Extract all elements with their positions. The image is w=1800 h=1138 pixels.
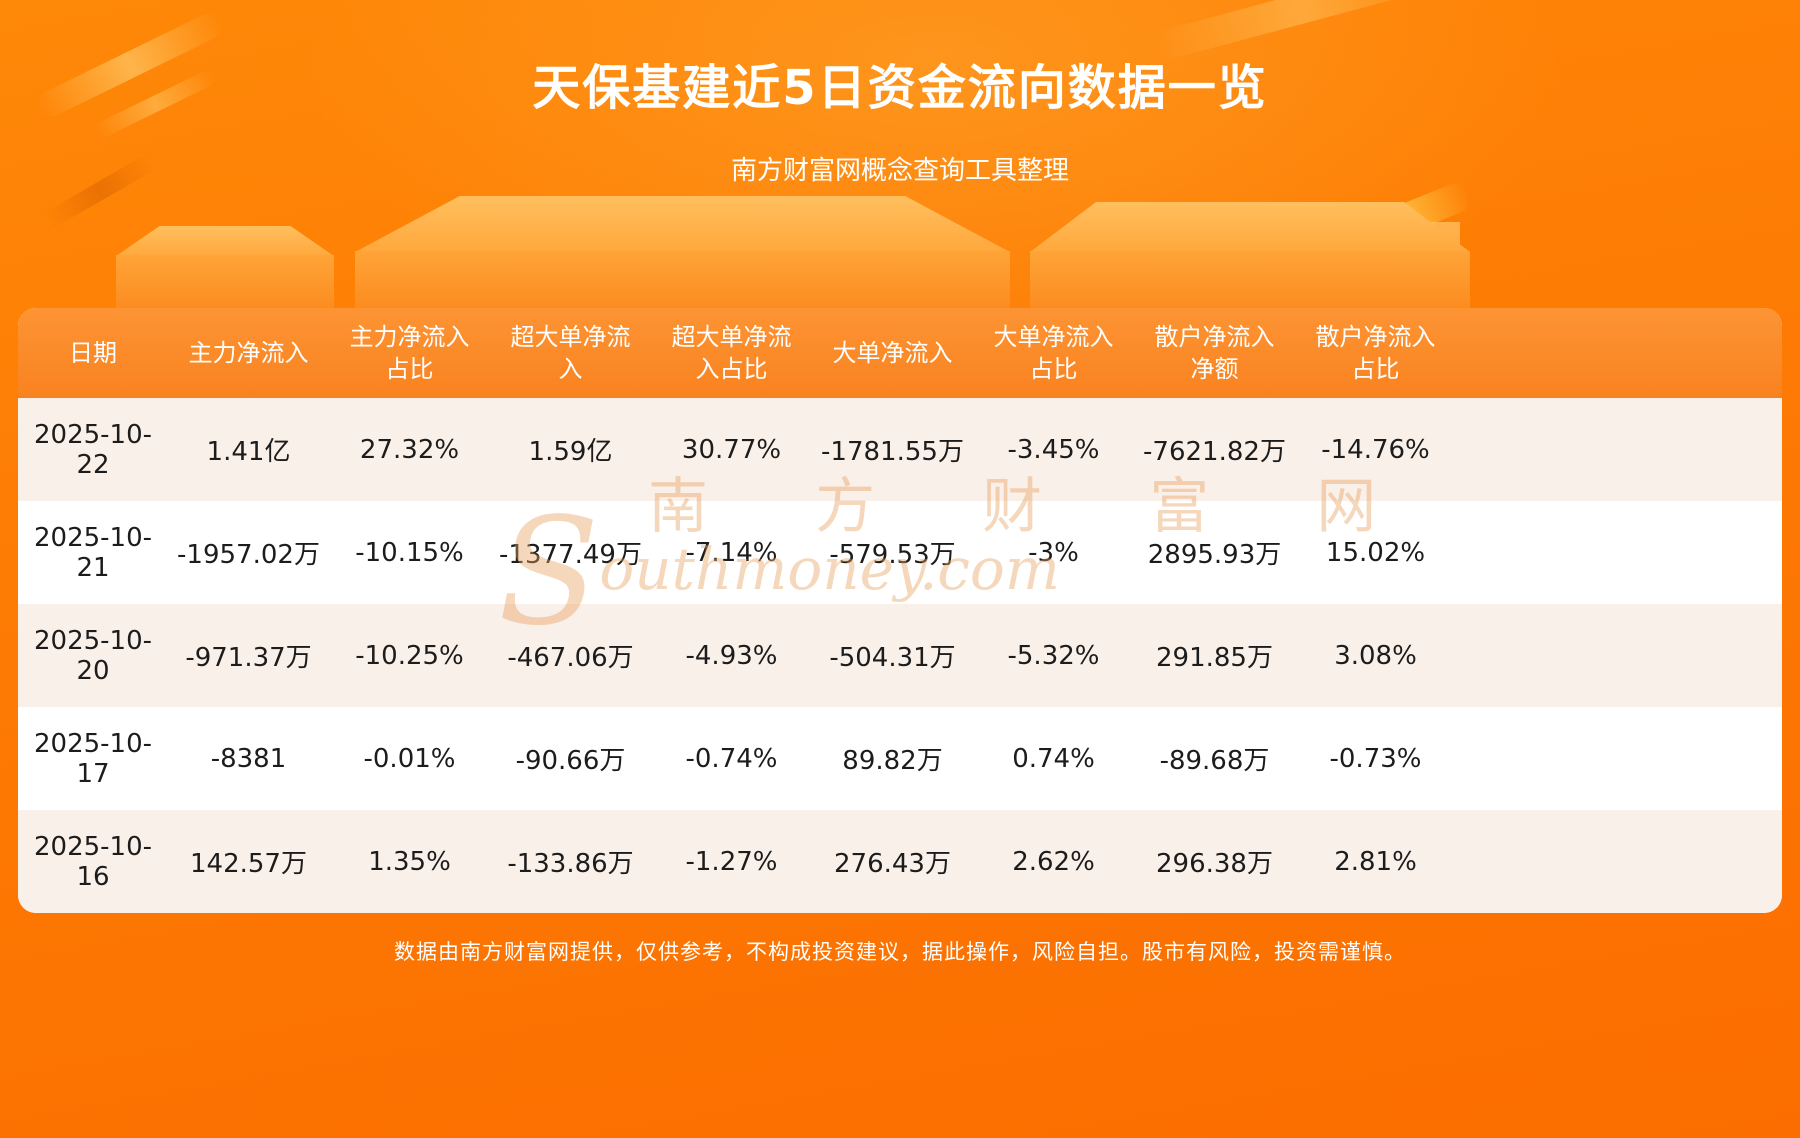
- table-cell: 1.41亿: [206, 437, 291, 467]
- podium-box-decoration: [1235, 222, 1460, 314]
- table-cell: 1.35%: [368, 846, 451, 877]
- table-cell: -504.31万: [829, 643, 956, 673]
- table-cell: 27.32%: [359, 434, 460, 465]
- podium-box-decoration: [1030, 202, 1470, 252]
- table-row: 2025-10-17 -8381 -0.01% -90.66万 -0.74% 89.82万…: [18, 707, 1782, 810]
- podium-box-decoration: [116, 255, 334, 313]
- table-cell: -5.32%: [1007, 640, 1100, 671]
- table-row: 2025-10-22 1.41亿 27.32% 1.59亿 30.77% -1781.55…: [18, 398, 1782, 501]
- header-cell: 大单净流入: [832, 338, 953, 367]
- table-cell: 2025-10-17: [33, 728, 152, 789]
- table-cell: 2.81%: [1334, 846, 1417, 877]
- footer-disclaimer: 数据由南方财富网提供，仅供参考，不构成投资建议，据此操作，风险自担。股市有风险，…: [394, 940, 1406, 964]
- table-cell: -1957.02万: [177, 540, 320, 570]
- table-cell: -971.37万: [185, 643, 312, 673]
- table-cell: 30.77%: [681, 434, 782, 465]
- header-cell: 散户净流入净额: [1154, 322, 1275, 383]
- table-header-row: 日期 主力净流入 主力净流入占比 超大单净流入 超大单净流入占比 大单净流入 大单净流入占比…: [18, 308, 1782, 398]
- table-cell: 2895.93万: [1147, 540, 1282, 570]
- table-cell: -1377.49万: [499, 540, 642, 570]
- table-cell: -1781.55万: [821, 437, 964, 467]
- table-cell: -579.53万: [829, 540, 956, 570]
- table-cell: 296.38万: [1156, 849, 1273, 879]
- page-subtitle: 南方财富网概念查询工具整理: [730, 156, 1069, 186]
- table-cell: -467.06万: [507, 643, 634, 673]
- podium-box-decoration: [355, 196, 1010, 252]
- page-title: 天保基建近5日资金流向数据一览: [532, 60, 1268, 116]
- table-cell: -7621.82万: [1143, 437, 1286, 467]
- light-streak-decoration: [1295, 179, 1475, 275]
- table-cell: -3.45%: [1007, 434, 1100, 465]
- table-cell: 2025-10-20: [33, 625, 152, 686]
- table-cell: 3.08%: [1334, 640, 1417, 671]
- table-cell: 0.74%: [1012, 743, 1095, 774]
- table-cell: 15.02%: [1325, 537, 1426, 568]
- header-cell: 日期: [69, 338, 117, 367]
- table-cell: -8381: [210, 743, 287, 774]
- podium-box-decoration: [355, 251, 1010, 313]
- table-cell: -10.15%: [355, 537, 464, 568]
- table-cell: 276.43万: [834, 849, 951, 879]
- header-cell: 超大单净流入: [510, 322, 631, 383]
- table-cell: -0.74%: [685, 743, 778, 774]
- header-cell: 主力净流入: [188, 338, 309, 367]
- table-body: 2025-10-22 1.41亿 27.32% 1.59亿 30.77% -1781.55…: [18, 398, 1782, 913]
- header-cell: 主力净流入占比: [349, 322, 470, 383]
- podium-box-decoration: [116, 226, 334, 256]
- table-cell: -133.86万: [507, 849, 634, 879]
- table-row: 2025-10-20 -971.37万 -10.25% -467.06万 -4.93% -…: [18, 604, 1782, 707]
- table-cell: -3%: [1028, 537, 1079, 568]
- table-cell: -0.01%: [363, 743, 456, 774]
- table-cell: -10.25%: [355, 640, 464, 671]
- table-cell: 2025-10-22: [33, 419, 152, 480]
- table-cell: 2025-10-16: [33, 831, 152, 892]
- table-cell: -14.76%: [1321, 434, 1430, 465]
- table-cell: 2025-10-21: [33, 522, 152, 583]
- table-cell: -90.66万: [515, 746, 626, 776]
- table-cell: -0.73%: [1329, 743, 1422, 774]
- table-cell: -1.27%: [685, 846, 778, 877]
- table-row: 2025-10-21 -1957.02万 -10.15% -1377.49万 -7.14…: [18, 501, 1782, 604]
- header-cell: 大单净流入占比: [993, 322, 1114, 383]
- table-cell: 291.85万: [1156, 643, 1273, 673]
- fund-flow-table: 日期 主力净流入 主力净流入占比 超大单净流入 超大单净流入占比 大单净流入 大单净流入占比…: [18, 308, 1782, 913]
- table-cell: -4.93%: [685, 640, 778, 671]
- table-cell: -7.14%: [685, 537, 778, 568]
- podium-box-decoration: [1030, 251, 1470, 313]
- table-cell: 1.59亿: [528, 437, 613, 467]
- header-cell: 散户净流入占比: [1315, 322, 1436, 383]
- table-cell: 2.62%: [1012, 846, 1095, 877]
- table-cell: 89.82万: [842, 746, 943, 776]
- header-cell: 超大单净流入占比: [671, 322, 792, 383]
- table-cell: -89.68万: [1159, 746, 1270, 776]
- table-row: 2025-10-16 142.57万 1.35% -133.86万 -1.27% 276.…: [18, 810, 1782, 913]
- table-cell: 142.57万: [190, 849, 307, 879]
